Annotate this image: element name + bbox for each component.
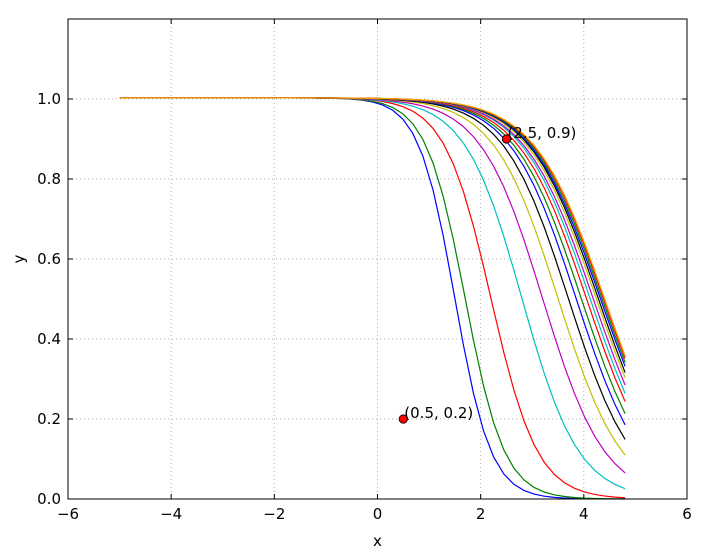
annotated-point-marker	[501, 134, 512, 144]
y-tick-label: 0.0	[37, 490, 61, 508]
y-tick-label: 0.6	[37, 250, 61, 268]
series-line-3	[119, 97, 626, 499]
y-tick-label: 0.4	[37, 330, 61, 348]
axis-ticks: −6 −4 −2 0 2 4 6 0.0 0.2 0.4 0.6 0.8 1.0	[37, 19, 692, 523]
x-tick-label: −2	[263, 505, 285, 523]
series-line-18	[119, 97, 626, 356]
series-line-11	[119, 97, 626, 394]
grid-lines	[68, 19, 687, 499]
annotated-point-label: (0.5, 0.2)	[404, 404, 473, 422]
series-line-1	[119, 97, 626, 500]
y-tick-label: 0.2	[37, 410, 61, 428]
series-line-2	[119, 97, 626, 500]
y-tick-label: 1.0	[37, 90, 61, 108]
series-line-6	[119, 97, 626, 456]
y-axis-label: y	[10, 254, 28, 263]
x-tick-label: 6	[682, 505, 692, 523]
x-tick-label: 2	[476, 505, 486, 523]
x-tick-label: 4	[579, 505, 589, 523]
series-line-5	[119, 97, 626, 474]
x-tick-label: −6	[57, 505, 79, 523]
series-line-10	[119, 97, 626, 402]
x-tick-label: 0	[373, 505, 383, 523]
x-tick-label: −4	[160, 505, 182, 523]
annotated-point-marker	[398, 414, 408, 424]
annotated-points: (2.5, 0.9) (0.5, 0.2)	[398, 124, 576, 424]
series-line-4	[119, 97, 626, 490]
x-axis-label: x	[373, 532, 382, 550]
series-line-8	[119, 97, 626, 426]
y-tick-label: 0.8	[37, 170, 61, 188]
annotated-point-label: (2.5, 0.9)	[507, 124, 576, 142]
series-line-9	[119, 97, 626, 414]
curves	[119, 97, 626, 500]
